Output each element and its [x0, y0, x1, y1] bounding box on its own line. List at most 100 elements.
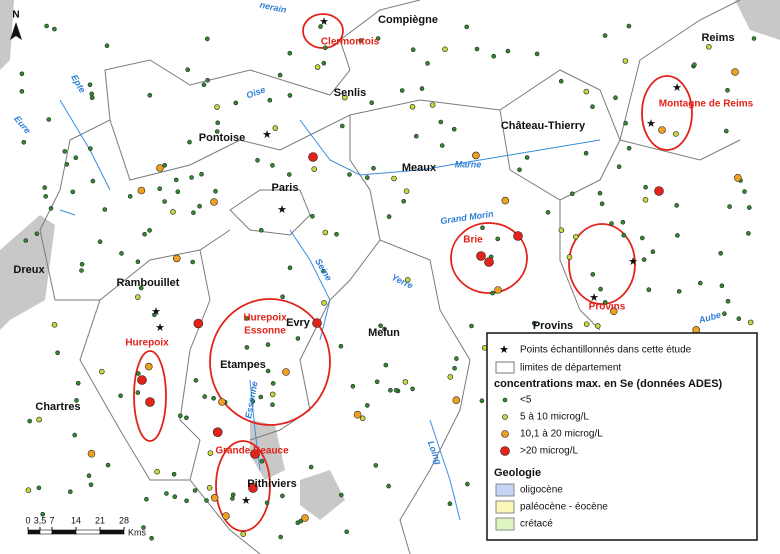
sample-point: [642, 197, 649, 203]
zone-label: Grande Beauce: [215, 446, 289, 457]
sample-point: [205, 78, 210, 83]
sample-point: [524, 155, 530, 160]
sample-point: [40, 511, 46, 517]
sample-point: [613, 95, 618, 100]
sample-point: [583, 88, 590, 95]
sample-point: [697, 280, 703, 286]
sample-point: [534, 51, 540, 57]
sample-point: [320, 268, 326, 274]
sample-point: [339, 123, 345, 129]
sample-point: [192, 488, 198, 493]
sample-point: [270, 381, 276, 386]
sample-point: [375, 36, 381, 41]
sample-point: [272, 125, 279, 131]
sample-point: [622, 58, 629, 64]
sample-point: [27, 418, 33, 424]
sample-point: [751, 36, 757, 41]
sample-point: [531, 320, 537, 326]
sample-point: [136, 371, 141, 376]
sample-point: [215, 120, 220, 126]
zone-label: Hurepoix: [243, 313, 287, 324]
sample-point: [90, 178, 96, 184]
zone-ellipse: [568, 223, 636, 305]
zone-ellipse: [215, 440, 271, 532]
sample-point: [545, 210, 551, 215]
sample-point: [207, 450, 214, 456]
sample-point: [388, 387, 393, 393]
zone-label: Provins: [589, 302, 626, 313]
sample-point: [623, 120, 628, 126]
sample-point: [210, 198, 218, 206]
legend-label: <5: [520, 395, 532, 406]
sample-point: [452, 396, 461, 405]
sample-point: [73, 155, 79, 160]
sample-point: [147, 228, 152, 233]
scale-label: 21: [95, 515, 105, 525]
sample-point: [723, 128, 729, 134]
sample-point: [147, 93, 153, 98]
sample-point: [270, 163, 275, 168]
sample-point: [62, 149, 68, 154]
place-label: Paris: [272, 182, 299, 194]
sample-point: [48, 206, 54, 211]
study-star: ★: [155, 322, 165, 334]
sample-point: [646, 287, 652, 293]
sample-point: [34, 231, 40, 237]
sample-point: [265, 368, 271, 374]
sample-point: [321, 60, 327, 66]
sample-point: [391, 175, 397, 182]
svg-text:N: N: [12, 10, 19, 21]
sample-point: [68, 489, 73, 495]
place-label: Chartres: [35, 401, 80, 413]
sample-point: [569, 191, 575, 197]
zone-label: Montagne de Reims: [659, 99, 754, 110]
sample-point: [308, 464, 314, 470]
sample-point: [42, 185, 48, 190]
legend-label: crétacé: [520, 519, 553, 530]
scale-label: 28: [119, 515, 129, 525]
legend: ★ Points échantillonnés dans cette étude l…: [486, 332, 758, 541]
sample-point: [573, 234, 579, 240]
sample-point: [321, 300, 327, 306]
sample-point: [597, 190, 603, 196]
sample-point: [676, 289, 682, 294]
sample-point: [204, 498, 209, 503]
sample-point: [137, 186, 146, 195]
sample-point: [44, 23, 49, 29]
zone-ellipse: [450, 222, 528, 294]
sample-point: [639, 235, 645, 241]
zone-ellipse: [209, 298, 331, 426]
sample-point: [399, 88, 405, 93]
sample-point: [490, 290, 495, 296]
north-arrow: N: [10, 10, 22, 40]
sample-point: [206, 484, 213, 491]
sample-point: [594, 323, 601, 329]
sample-point: [491, 53, 497, 59]
sample-point: [373, 463, 379, 468]
legend-label: 5 à 10 microg/L: [520, 412, 589, 423]
sample-point: [141, 525, 146, 530]
scale-label: 3,5: [34, 515, 47, 525]
sample-point: [311, 166, 318, 172]
sample-point: [469, 323, 474, 329]
place-label: Reims: [701, 32, 734, 44]
sample-point: [465, 481, 470, 487]
legend-swatch: [495, 517, 515, 531]
legend-dot: [502, 414, 508, 420]
sample-point: [609, 307, 618, 316]
sample-point: [135, 259, 141, 265]
sample-point: [501, 196, 510, 205]
sample-point: [230, 492, 236, 498]
legend-heading: Geologie: [494, 467, 541, 479]
sample-point: [79, 268, 84, 273]
sample-point: [310, 214, 315, 219]
zone-label: Brie: [463, 235, 483, 246]
sample-point: [350, 383, 356, 389]
place-label: Rambouillet: [117, 277, 180, 289]
sample-point: [747, 319, 754, 326]
sample-point: [454, 356, 459, 361]
sample-point: [135, 294, 141, 300]
sample-point: [173, 254, 181, 263]
sample-point: [170, 209, 176, 215]
